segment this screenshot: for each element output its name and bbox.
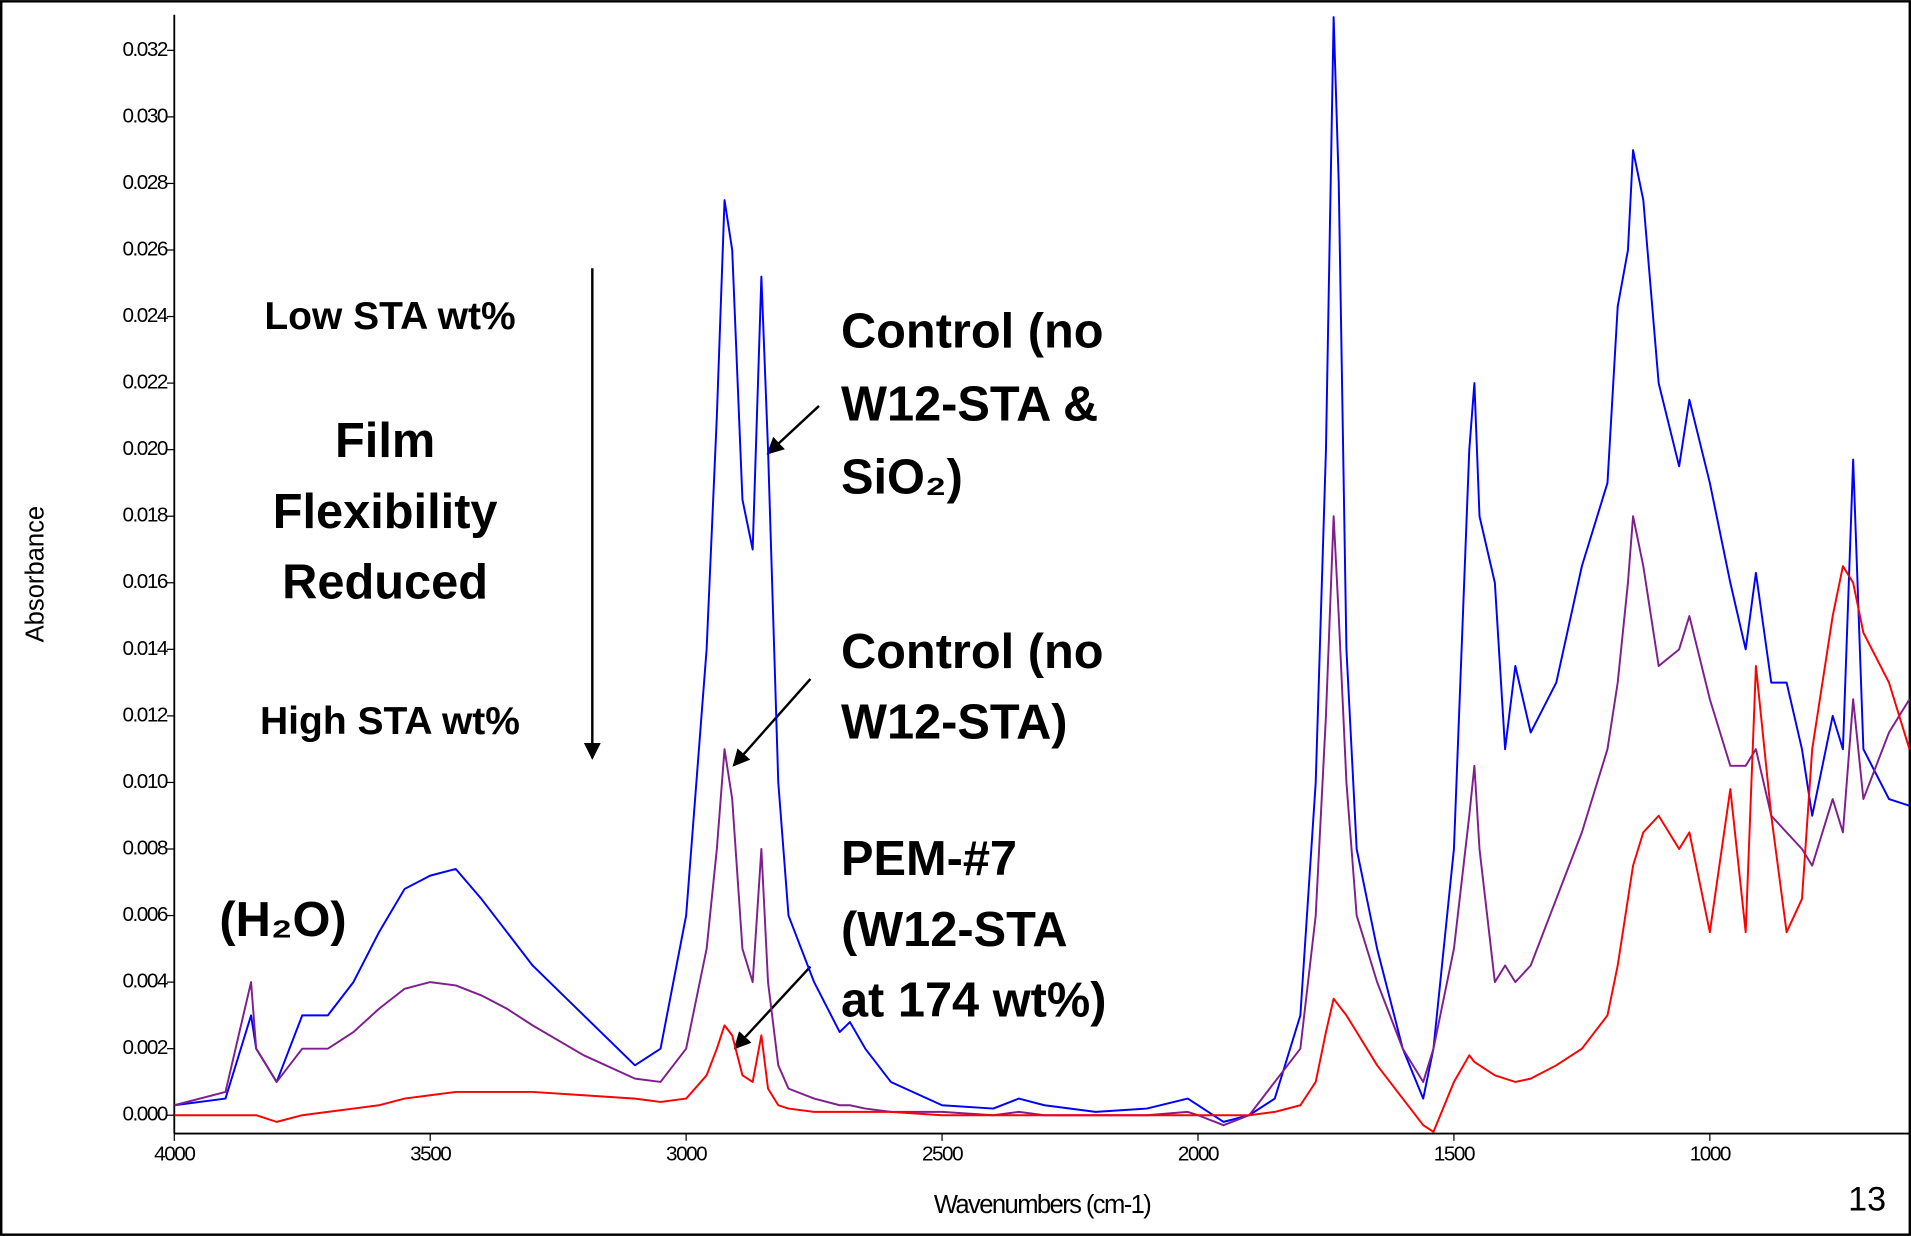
annotation: Control (no bbox=[841, 625, 1104, 679]
y-tick-label: 0.024 bbox=[122, 304, 167, 327]
x-tick-label: 2000 bbox=[1178, 1142, 1219, 1165]
x-tick-label: 3000 bbox=[666, 1142, 707, 1165]
annotation: W12-STA) bbox=[841, 696, 1068, 750]
annotation: (H₂O) bbox=[219, 893, 346, 947]
callout-arrow bbox=[733, 965, 812, 1050]
annotation: Flexibility bbox=[273, 485, 498, 539]
y-tick-label: 0.006 bbox=[122, 903, 167, 926]
y-tick-label: 0.016 bbox=[122, 570, 167, 593]
y-tick-label: 0.018 bbox=[122, 504, 167, 527]
y-tick-label: 0.008 bbox=[122, 836, 167, 859]
callout-arrow bbox=[732, 678, 812, 767]
annotation: (W12-STA bbox=[841, 903, 1068, 957]
annotation: High STA wt% bbox=[260, 700, 520, 743]
x-tick-label: 3500 bbox=[410, 1142, 451, 1165]
y-axis-label: Absorbance bbox=[21, 506, 49, 643]
callout-arrow bbox=[766, 405, 820, 455]
x-tick-label: 2500 bbox=[922, 1142, 963, 1165]
annotation: at 174 wt%) bbox=[841, 974, 1107, 1028]
spectrum-line bbox=[174, 515, 1911, 1127]
y-tick-label: 0.032 bbox=[122, 38, 167, 61]
spectrum-line bbox=[174, 565, 1911, 1133]
y-tick-label: 0.030 bbox=[122, 104, 167, 127]
y-tick-label: 0.012 bbox=[122, 703, 167, 726]
annotation: Low STA wt% bbox=[264, 295, 515, 338]
y-tick-label: 0.002 bbox=[122, 1036, 167, 1059]
x-tick-label: 1000 bbox=[1690, 1142, 1731, 1165]
annotation: Reduced bbox=[282, 556, 488, 610]
annotation: Control (no bbox=[841, 304, 1104, 358]
x-axis-label: Wavenumbers (cm-1) bbox=[934, 1191, 1150, 1219]
page-number: 13 bbox=[1848, 1180, 1886, 1218]
annotation: Film bbox=[335, 414, 435, 468]
y-tick-label: 0.020 bbox=[122, 437, 167, 460]
annotation: W12-STA & bbox=[841, 378, 1098, 432]
y-tick-label: 0.026 bbox=[122, 237, 167, 260]
y-tick-label: 0.022 bbox=[122, 371, 167, 394]
plot-area bbox=[174, 16, 1911, 1133]
x-tick-label: 1500 bbox=[1434, 1142, 1475, 1165]
y-tick-label: 0.004 bbox=[122, 970, 167, 993]
y-tick-label: 0.014 bbox=[122, 637, 167, 660]
y-tick-label: 0.000 bbox=[122, 1103, 167, 1126]
annotation: SiO₂) bbox=[841, 451, 963, 505]
x-tick-label: 4000 bbox=[154, 1142, 195, 1165]
annotation: PEM-#7 bbox=[841, 832, 1017, 886]
y-tick-label: 0.010 bbox=[122, 770, 167, 793]
y-tick-label: 0.028 bbox=[122, 171, 167, 194]
spectrum-line bbox=[174, 16, 1910, 1123]
